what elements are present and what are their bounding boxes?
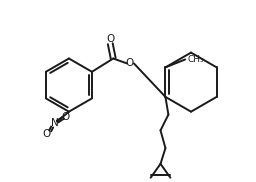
Text: O: O [62, 112, 70, 122]
Text: O: O [126, 58, 134, 68]
Text: N: N [51, 118, 59, 128]
Text: CH₃: CH₃ [187, 55, 204, 64]
Text: O: O [42, 129, 50, 139]
Text: O: O [106, 34, 114, 44]
